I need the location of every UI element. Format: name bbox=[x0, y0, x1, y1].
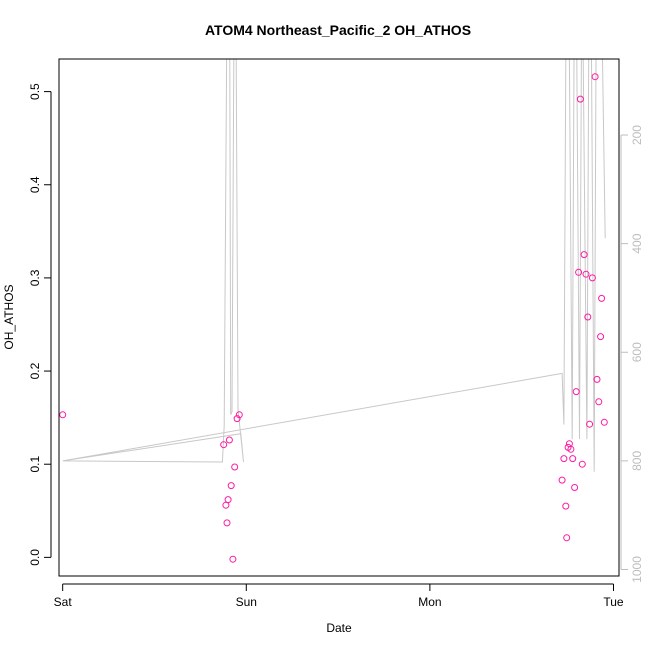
right-tick-label: 1000 bbox=[630, 556, 644, 583]
y-tick-label: 0.5 bbox=[28, 83, 42, 100]
y-axis: 0.0 0.1 0.2 0.3 0.4 0.5 bbox=[28, 83, 52, 566]
x-tick-label: Sat bbox=[54, 595, 73, 609]
right-tick-label: 200 bbox=[630, 125, 644, 145]
data-point-29 bbox=[591, 73, 599, 81]
y-tick-label: 0.2 bbox=[28, 362, 42, 379]
data-point-34 bbox=[600, 418, 608, 426]
data-point-33 bbox=[598, 294, 606, 302]
data-point-19 bbox=[571, 484, 579, 491]
data-point-11 bbox=[558, 476, 566, 484]
right-tick-label: 600 bbox=[630, 342, 644, 362]
x-axis-label: Date bbox=[326, 621, 352, 635]
data-point-1 bbox=[220, 441, 228, 449]
data-point-14 bbox=[563, 534, 571, 542]
data-point-7 bbox=[229, 555, 237, 563]
data-point-9 bbox=[233, 415, 241, 423]
data-point-18 bbox=[569, 455, 577, 463]
data-point-17 bbox=[567, 445, 575, 453]
chart-title: ATOM4 Northeast_Pacific_2 OH_ATHOS bbox=[205, 22, 471, 38]
x-tick-label: Sun bbox=[236, 595, 257, 609]
data-point-3 bbox=[223, 519, 231, 527]
x-tick-label: Tue bbox=[603, 595, 624, 609]
data-point-27 bbox=[586, 420, 594, 428]
x-tick-label: Mon bbox=[418, 595, 441, 609]
data-point-20 bbox=[572, 388, 580, 396]
x-axis: Sat Sun Mon Tue bbox=[54, 583, 624, 609]
plot-frame bbox=[58, 58, 620, 577]
data-point-4 bbox=[224, 496, 232, 504]
y-axis-label: OH_ATHOS bbox=[2, 284, 16, 349]
data-point-26 bbox=[584, 313, 592, 321]
data-point-28 bbox=[588, 274, 596, 282]
line-layer bbox=[62, 59, 606, 472]
data-point-24 bbox=[580, 251, 588, 259]
right-tick-label: 800 bbox=[630, 451, 644, 471]
right-axis: 200 400 600 800 1000 bbox=[620, 125, 644, 583]
data-point-32 bbox=[597, 333, 605, 341]
data-point-21 bbox=[575, 268, 583, 276]
data-point-8 bbox=[231, 463, 239, 471]
data-point-23 bbox=[578, 460, 586, 468]
points-layer bbox=[59, 73, 608, 563]
data-point-6 bbox=[227, 482, 235, 490]
y-tick-label: 0.4 bbox=[28, 176, 42, 193]
data-point-16 bbox=[565, 440, 573, 448]
data-point-5 bbox=[225, 436, 233, 444]
data-point-12 bbox=[560, 455, 568, 463]
data-point-25 bbox=[582, 270, 590, 278]
data-point-10 bbox=[235, 411, 243, 419]
data-point-30 bbox=[593, 375, 601, 383]
plot-area bbox=[58, 58, 620, 577]
data-point-13 bbox=[562, 502, 570, 510]
data-point-2 bbox=[222, 501, 230, 509]
data-point-22 bbox=[576, 95, 584, 103]
right-tick-label: 400 bbox=[630, 233, 644, 253]
series-line bbox=[62, 59, 606, 472]
y-tick-label: 0.0 bbox=[28, 549, 42, 566]
y-tick-label: 0.3 bbox=[28, 269, 42, 286]
y-tick-label: 0.1 bbox=[28, 456, 42, 473]
data-point-31 bbox=[595, 398, 603, 406]
data-point-0 bbox=[59, 411, 67, 419]
